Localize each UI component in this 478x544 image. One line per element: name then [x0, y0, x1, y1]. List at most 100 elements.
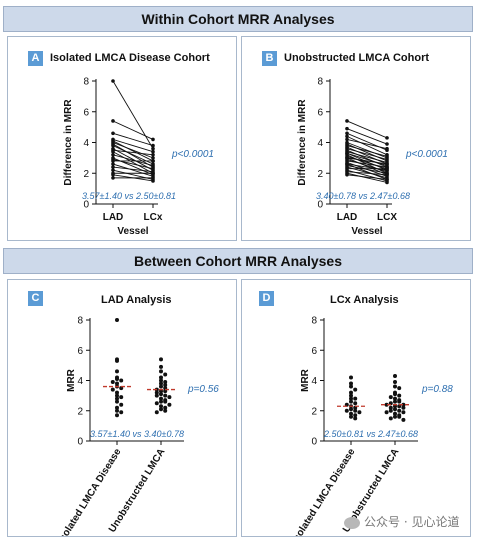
- data-point: [401, 417, 406, 422]
- data-point: [115, 405, 119, 410]
- data-point: [349, 393, 353, 398]
- between-cohort-banner: Between Cohort MRR Analyses: [3, 248, 473, 274]
- lad-point: [111, 176, 115, 180]
- badge-d: D: [259, 291, 274, 306]
- paired-line: [112, 132, 154, 147]
- data-point: [393, 373, 397, 378]
- data-point: [159, 381, 163, 386]
- watermark: 公众号 · 见心论道: [344, 513, 459, 530]
- data-point: [167, 402, 172, 407]
- paired-line: [346, 160, 388, 168]
- data-point: [397, 408, 402, 413]
- y-tick-label: 6: [311, 346, 317, 357]
- lcx-point: [151, 179, 155, 183]
- data-point: [163, 383, 168, 388]
- data-point: [115, 358, 119, 363]
- data-point: [159, 357, 163, 362]
- data-point: [353, 416, 358, 421]
- chart-a: 0 2 4 6 8 LAD LCx Vessel Difference in MRR 3.57±1…: [63, 77, 214, 238]
- data-point: [393, 384, 397, 389]
- data-point: [163, 393, 168, 398]
- data-point: [349, 381, 353, 386]
- data-point: [159, 384, 163, 389]
- lcx-point: [385, 180, 389, 185]
- data-point: [115, 318, 119, 322]
- y-tick-label: 6: [77, 346, 83, 357]
- badge-a: A: [28, 51, 43, 66]
- paired-line: [112, 154, 154, 166]
- paired-line: [346, 135, 388, 156]
- data-point: [159, 399, 163, 404]
- paired-line: [112, 120, 154, 140]
- data-point: [397, 386, 402, 391]
- lad-point: [111, 79, 115, 83]
- y-tick-label: 4: [77, 376, 83, 387]
- panel-a: A Isolated LMCA Disease Cohort 0 2 4 6 8 LAD L…: [7, 36, 237, 241]
- paired-line: [346, 174, 388, 180]
- y-tick-label: 8: [83, 77, 89, 88]
- y-tick-label: 0: [77, 437, 83, 448]
- lcx-point: [151, 137, 155, 142]
- y-tick-label: 4: [311, 376, 317, 387]
- lad-point: [345, 137, 349, 142]
- data-point: [119, 402, 124, 407]
- panel-c-title: LAD Analysis: [101, 294, 172, 306]
- paired-line: [346, 158, 388, 173]
- paired-line: [112, 143, 154, 168]
- stat-annotation: 3.57±1.40 vs 2.50±0.81: [82, 191, 176, 201]
- data-point: [163, 408, 168, 413]
- paired-line: [346, 152, 388, 166]
- paired-line: [112, 140, 154, 162]
- data-point: [115, 393, 119, 398]
- data-point: [115, 399, 119, 404]
- lcx-point: [151, 159, 155, 163]
- data-point: [115, 381, 119, 386]
- panel-b: B Unobstructed LMCA Cohort 0 2 4 6 8 LAD LCX Ve…: [241, 36, 471, 241]
- lcx-point: [385, 142, 389, 146]
- p-value: p<0.0001: [405, 149, 448, 160]
- stat-annotation: 3.57±1.40 vs 3.40±0.78: [90, 429, 184, 439]
- data-point: [115, 390, 119, 395]
- data-point: [154, 393, 159, 398]
- data-point: [353, 401, 358, 406]
- data-point: [349, 407, 353, 412]
- lad-point: [345, 126, 349, 131]
- lad-point: [111, 162, 115, 166]
- data-point: [154, 410, 159, 415]
- paired-line: [346, 151, 388, 163]
- lad-point: [111, 159, 115, 163]
- y-axis-label: MRR: [66, 368, 77, 392]
- y-tick-label: 0: [311, 437, 317, 448]
- paired-line: [346, 163, 388, 171]
- data-point: [115, 408, 119, 413]
- y-tick-label: 6: [83, 107, 89, 118]
- chart-b: 0 2 4 6 8 LAD LCX Vessel Difference in MRR 3.40±0…: [297, 77, 448, 238]
- paired-line: [112, 151, 154, 174]
- x-axis-label: Vessel: [351, 226, 382, 237]
- x-tick-label: LAD: [337, 212, 358, 223]
- paired-line: [112, 80, 154, 149]
- badge-b: B: [262, 51, 277, 66]
- paired-line: [346, 128, 388, 145]
- data-point: [119, 395, 124, 400]
- data-point: [384, 402, 389, 407]
- data-point: [353, 413, 358, 418]
- data-point: [167, 395, 172, 400]
- p-value: p<0.0001: [171, 149, 214, 160]
- data-point: [163, 399, 168, 404]
- paired-line: [112, 166, 154, 173]
- data-point: [110, 387, 115, 392]
- data-point: [349, 414, 353, 419]
- data-point: [393, 414, 397, 419]
- data-point: [349, 399, 353, 404]
- data-point: [393, 399, 397, 404]
- x-tick-label: LCx: [144, 212, 163, 223]
- data-point: [353, 408, 358, 413]
- data-point: [349, 390, 353, 395]
- lcx-point: [151, 146, 155, 151]
- y-tick-label: 6: [317, 107, 323, 118]
- lcx-point: [385, 146, 389, 151]
- paired-line: [346, 172, 388, 183]
- lad-point: [111, 143, 115, 148]
